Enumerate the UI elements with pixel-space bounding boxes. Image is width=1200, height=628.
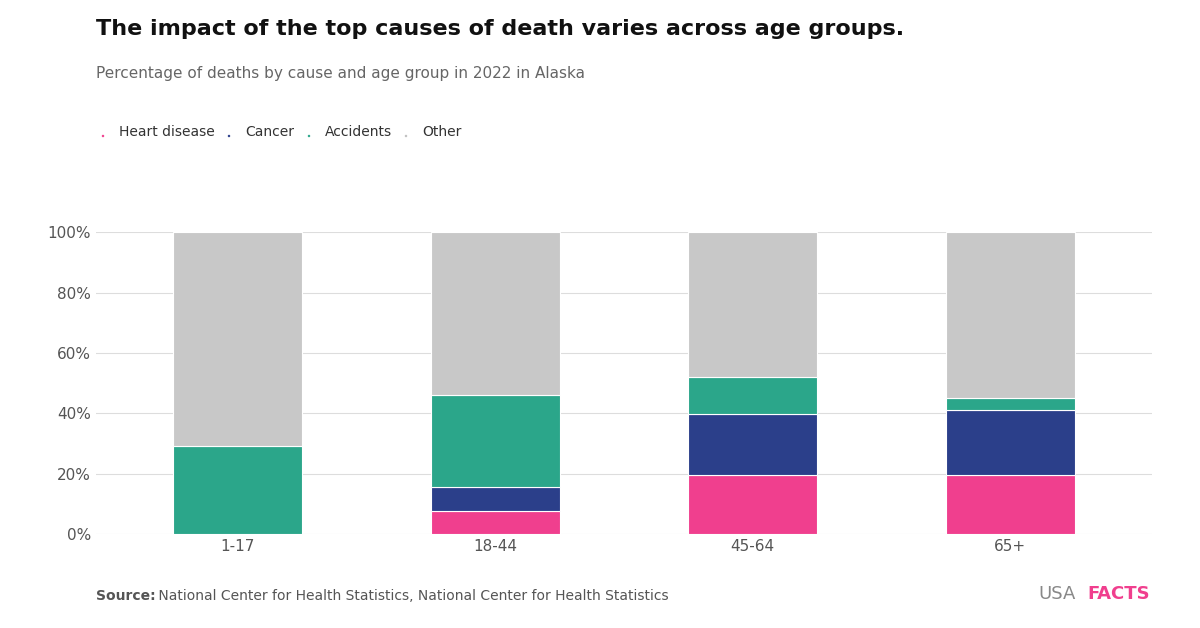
- Bar: [946, 409, 1075, 475]
- Bar: [689, 377, 817, 414]
- Bar: [689, 232, 817, 377]
- Bar: [689, 475, 817, 534]
- Text: USA: USA: [1038, 585, 1075, 603]
- Bar: [431, 511, 559, 534]
- Text: Source:: Source:: [96, 589, 156, 603]
- Bar: [173, 232, 302, 446]
- Legend: Heart disease, Cancer, Accidents, Other: Heart disease, Cancer, Accidents, Other: [102, 125, 462, 139]
- Text: FACTS: FACTS: [1087, 585, 1150, 603]
- Bar: [431, 487, 559, 511]
- Bar: [946, 475, 1075, 534]
- Bar: [689, 414, 817, 475]
- Bar: [431, 232, 559, 394]
- Text: Percentage of deaths by cause and age group in 2022 in Alaska: Percentage of deaths by cause and age gr…: [96, 66, 586, 81]
- Bar: [173, 446, 302, 534]
- Bar: [946, 398, 1075, 409]
- Text: National Center for Health Statistics, National Center for Health Statistics: National Center for Health Statistics, N…: [154, 589, 668, 603]
- Bar: [431, 394, 559, 487]
- Text: The impact of the top causes of death varies across age groups.: The impact of the top causes of death va…: [96, 19, 904, 39]
- Bar: [946, 232, 1075, 398]
